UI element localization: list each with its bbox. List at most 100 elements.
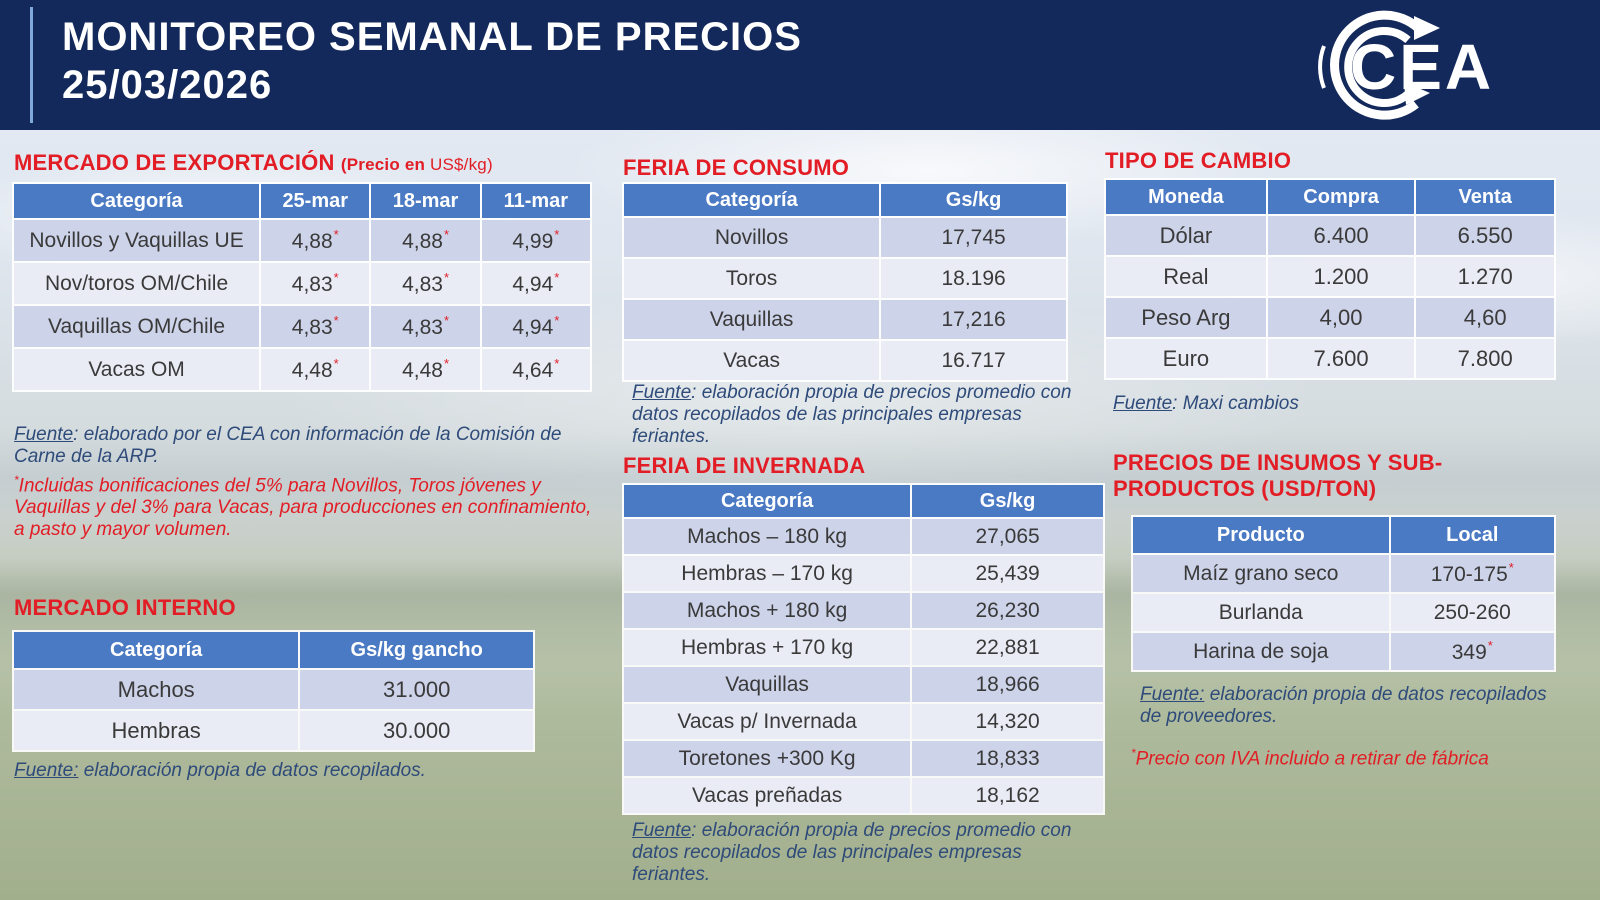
insumos-footnote: *Precio con IVA incluido a retirar de fá… — [1131, 746, 1489, 770]
table-cell: 16.717 — [881, 341, 1066, 380]
table-cell: 1.200 — [1267, 257, 1415, 296]
footnote-asterisk: * — [554, 313, 560, 328]
cell-value: 1.200 — [1313, 263, 1369, 289]
table-cell: 18,833 — [912, 741, 1103, 776]
cell-value: 25,439 — [975, 561, 1040, 585]
cell-value: Euro — [1162, 345, 1210, 371]
cell-value: 18,833 — [975, 746, 1040, 770]
table-cell: 1.270 — [1416, 257, 1554, 296]
cell-value: 18,162 — [975, 783, 1040, 807]
column-header: Categoría — [14, 184, 260, 218]
invernada-section-title: FERIA DE INVERNADA — [623, 453, 866, 478]
title-banner: MONITOREO SEMANAL DE PRECIOS 25/03/2026 … — [0, 0, 1600, 130]
table-cell: Hembras + 170 kg — [624, 630, 911, 665]
invernada-source-note: Fuente: elaboración propia de precios pr… — [632, 820, 1072, 885]
header-row: Categoría 25-mar 18-mar 11-mar — [14, 184, 590, 218]
invernada-table: Categoría Gs/kg Machos – 180 kg 27,065 Hembr… — [622, 483, 1105, 815]
export-source-note: Fuente: elaborado por el CEA con informa… — [14, 424, 562, 467]
table-row: Hembras + 170 kg 22,881 — [624, 630, 1103, 665]
cell-value: Toros — [725, 266, 778, 290]
cell-value: Machos + 180 kg — [686, 598, 848, 622]
column-header: Compra — [1267, 180, 1415, 214]
table-cell: 7.600 — [1267, 339, 1415, 378]
header-row: Categoría Gs/kg — [624, 485, 1103, 517]
cell-value: 4,83 — [291, 316, 333, 339]
table-row: Machos + 180 kg 26,230 — [624, 593, 1103, 628]
consumo-section-title: FERIA DE CONSUMO — [623, 155, 850, 180]
header-row: Producto Local — [1133, 517, 1554, 553]
table-cell: 4,83* — [261, 263, 370, 304]
column-header: Venta — [1416, 180, 1554, 214]
cell-value: 22,881 — [975, 635, 1040, 659]
header-row: Moneda Compra Venta — [1106, 180, 1554, 214]
table-row: Vacas p/ Invernada 14,320 — [624, 704, 1103, 739]
table-cell: 4,00 — [1267, 298, 1415, 337]
insumos-table: Producto Local Maíz grano seco 170-175* Burl… — [1131, 515, 1556, 672]
table-row: Harina de soja 349* — [1133, 633, 1554, 670]
footnote-asterisk: * — [443, 270, 449, 285]
table-cell: 4,94* — [481, 306, 590, 347]
cea-logo: CEA — [1310, 4, 1520, 126]
table-row: Machos – 180 kg 27,065 — [624, 519, 1103, 554]
cell-value: 27,065 — [975, 524, 1040, 548]
table-cell: 6.550 — [1416, 216, 1554, 255]
interno-source-note: Fuente: elaboración propia de datos reco… — [14, 760, 426, 781]
table-cell: 250-260 — [1390, 594, 1554, 631]
insumos-source-note: Fuente: elaboración propia de datos reco… — [1140, 684, 1547, 727]
column-header: Gs/kg gancho — [300, 632, 533, 668]
table-cell: Hembras – 170 kg — [624, 556, 911, 591]
accent-bar — [30, 7, 33, 123]
table-cell: 4,99* — [481, 220, 590, 261]
table-row: Vaquillas 18,966 — [624, 667, 1103, 702]
table-cell: Nov/toros OM/Chile — [14, 263, 260, 304]
table-cell: Maíz grano seco — [1133, 555, 1389, 592]
table-row: Toretones +300 Kg 18,833 — [624, 741, 1103, 776]
footnote-asterisk: * — [554, 356, 560, 371]
cambio-source-note: Fuente: Maxi cambios — [1113, 393, 1299, 414]
table-row: Hembras 30.000 — [14, 711, 533, 750]
export-table: Categoría 25-mar 18-mar 11-mar Novillos y Va… — [12, 182, 592, 392]
cell-value: Toretones +300 Kg — [678, 746, 856, 770]
consumo-table: Categoría Gs/kg Novillos 17,745 Toros 18.196 V… — [622, 182, 1068, 382]
table-cell: 27,065 — [912, 519, 1103, 554]
cell-value: 4,88 — [402, 230, 443, 253]
column-header: 18-mar — [371, 184, 480, 218]
table-cell: Vacas — [624, 341, 880, 380]
table-cell: Machos – 180 kg — [624, 519, 911, 554]
cell-value: 31.000 — [383, 676, 451, 702]
table-cell: Toros — [624, 259, 880, 298]
table-cell: 7.800 — [1416, 339, 1554, 378]
cell-value: Burlanda — [1218, 600, 1303, 624]
header-row: Categoría Gs/kg gancho — [14, 632, 533, 668]
interno-section-title: MERCADO INTERNO — [14, 595, 236, 620]
cell-value: Novillos y Vaquillas UE — [29, 228, 244, 252]
export-section-title: MERCADO DE EXPORTACIÓN (Precio en US$/kg… — [14, 150, 493, 175]
footnote-asterisk: * — [333, 313, 339, 328]
cell-value: Vacas OM — [88, 357, 185, 381]
footnote-asterisk: * — [1487, 638, 1493, 653]
cell-value: Harina de soja — [1193, 639, 1329, 663]
table-cell: 17,216 — [881, 300, 1066, 339]
price-table: Categoría Gs/kg Novillos 17,745 Toros 18.196 V… — [622, 182, 1068, 382]
table-cell: Vaquillas OM/Chile — [14, 306, 260, 347]
column-header: Categoría — [624, 485, 911, 517]
table-cell: 4,88* — [371, 220, 480, 261]
cell-value: 4,83 — [402, 273, 443, 296]
column-header: Gs/kg — [881, 184, 1066, 216]
table-cell: 4,60 — [1416, 298, 1554, 337]
table-cell: 170-175* — [1390, 555, 1554, 592]
table-cell: Vaquillas — [624, 300, 880, 339]
cell-value: 4,48 — [291, 359, 333, 382]
table-row: Peso Arg 4,00 4,60 — [1106, 298, 1554, 337]
table-cell: 4,83* — [261, 306, 370, 347]
cell-value: Nov/toros OM/Chile — [44, 271, 229, 295]
cell-value: 1.270 — [1457, 263, 1513, 289]
cell-value: Vaquillas — [709, 307, 794, 331]
table-cell: 4,64* — [481, 349, 590, 390]
column-header: Categoría — [624, 184, 880, 216]
table-row: Dólar 6.400 6.550 — [1106, 216, 1554, 255]
cell-value: 4,94 — [512, 316, 554, 339]
interno-table: Categoría Gs/kg gancho Machos 31.000 Hembras… — [12, 630, 535, 752]
cell-value: Dólar — [1159, 222, 1213, 248]
